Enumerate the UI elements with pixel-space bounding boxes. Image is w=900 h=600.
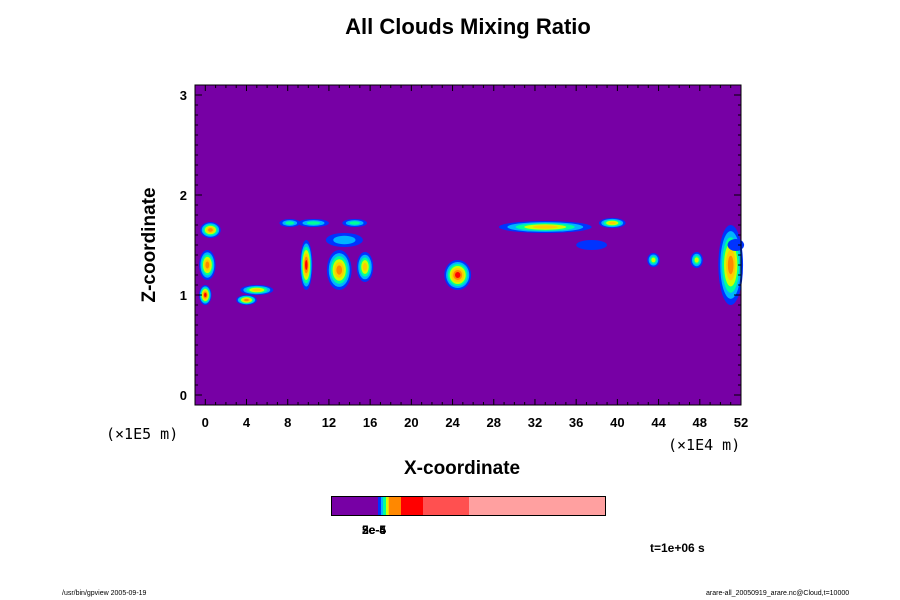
cloud-feature <box>598 218 626 228</box>
colorbar-segment <box>469 497 605 515</box>
cloud-feature <box>298 219 329 227</box>
y-axis-label: Z-coordinate <box>139 187 160 303</box>
cloud-feature <box>326 250 352 290</box>
contour-level <box>204 293 207 297</box>
cloud-feature <box>498 221 592 233</box>
cloud-feature <box>199 250 216 280</box>
y-tick-label: 3 <box>180 88 187 103</box>
field-background <box>195 85 741 405</box>
cloud-feature <box>356 252 374 282</box>
contour-level <box>694 257 699 263</box>
cloud-feature <box>325 233 363 247</box>
contour-level <box>305 260 308 270</box>
colorbar-segment <box>389 497 401 515</box>
contour-level <box>727 255 734 275</box>
contour-level <box>349 221 360 225</box>
cloud-feature <box>279 219 301 227</box>
x-tick-label: 0 <box>202 415 209 430</box>
x-tick-label: 4 <box>243 415 251 430</box>
x-tick-label: 44 <box>651 415 666 430</box>
cloud-feature <box>240 285 274 295</box>
chart-title: All Clouds Mixing Ratio <box>345 14 591 39</box>
cloud-feature <box>727 239 745 251</box>
contour-level <box>336 265 343 275</box>
x-tick-label: 36 <box>569 415 583 430</box>
colorbar-segment <box>401 497 423 515</box>
contour-level <box>205 261 210 269</box>
contour-level <box>362 262 368 272</box>
colorbar-segment <box>383 497 386 515</box>
colorbar-label: 3e-5 <box>362 523 387 537</box>
contour-level <box>208 228 213 232</box>
cloud-feature <box>300 240 313 290</box>
y-tick-label: 1 <box>180 288 187 303</box>
x-tick-label: 52 <box>734 415 748 430</box>
x-tick-label: 16 <box>363 415 377 430</box>
y-scale-note: (×1E5 m) <box>106 425 179 443</box>
contour-level <box>727 239 745 251</box>
cloud-feature <box>576 240 608 250</box>
colorbar-segment <box>423 497 469 515</box>
colorbar-label: 5e-4 <box>362 523 387 537</box>
cloud-feature <box>444 260 472 290</box>
contour-level <box>608 221 616 225</box>
cloud-feature <box>647 253 660 267</box>
x-tick-label: 24 <box>445 415 460 430</box>
x-tick-label: 40 <box>610 415 624 430</box>
contour-level <box>651 257 656 263</box>
cloud-feature <box>236 295 257 305</box>
colorbar-segment <box>332 497 378 515</box>
colorbar-segment <box>381 497 383 515</box>
contour-level <box>532 225 558 229</box>
colorbar-segment <box>388 497 389 515</box>
time-label: t=1e+06 s <box>650 541 705 555</box>
contour-level <box>333 235 356 245</box>
footer-left: /usr/bin/gpview 2005-09-19 <box>62 590 147 597</box>
contour-level <box>285 221 295 225</box>
colorbar-label: 2e-5 <box>362 523 387 537</box>
y-tick-label: 0 <box>180 388 187 403</box>
x-tick-label: 28 <box>487 415 501 430</box>
x-tick-label: 20 <box>404 415 418 430</box>
colorbar-segment <box>386 497 388 515</box>
x-tick-label: 48 <box>693 415 707 430</box>
contour-level <box>576 240 608 250</box>
cloud-feature <box>342 219 368 227</box>
cloud-feature <box>200 222 221 238</box>
contour-level <box>252 288 262 292</box>
x-tick-label: 32 <box>528 415 542 430</box>
y-tick-label: 2 <box>180 188 187 203</box>
colorbar <box>331 496 606 516</box>
cloud-feature <box>199 285 212 305</box>
colorbar-segment <box>378 497 381 515</box>
contour-level <box>306 221 321 225</box>
x-scale-note: (×1E4 m) <box>668 436 741 454</box>
x-tick-label: 8 <box>284 415 291 430</box>
x-tick-label: 12 <box>322 415 336 430</box>
footer-right: arare-all_20050919_arare.nc@Cloud,t=1000… <box>706 590 850 597</box>
contour-level <box>455 272 461 278</box>
x-axis-label: X-coordinate <box>404 458 521 479</box>
contour-level <box>244 298 249 302</box>
cloud-feature <box>690 252 703 268</box>
contour-field <box>195 85 745 405</box>
